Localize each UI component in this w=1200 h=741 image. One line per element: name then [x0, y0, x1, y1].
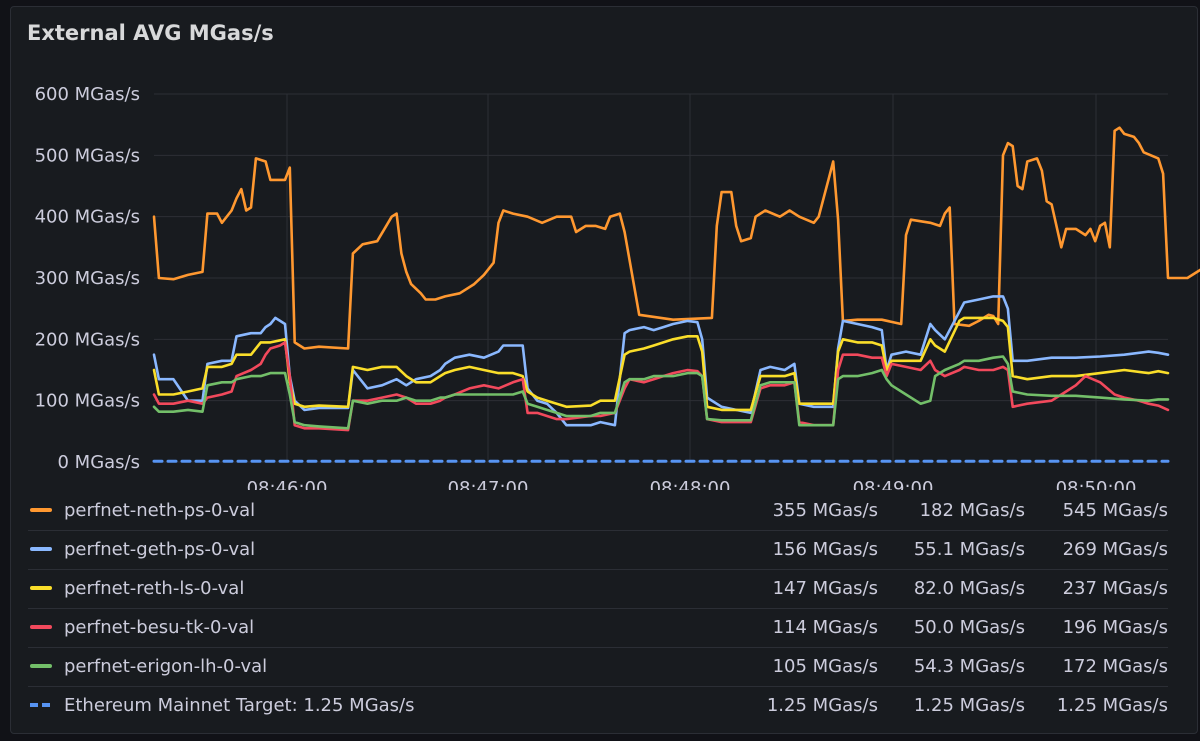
legend-mean-value: 1.25 MGas/s [766, 695, 878, 716]
legend-row[interactable]: perfnet-reth-ls-0-val 147 MGas/s 82.0 MGas… [28, 570, 1168, 609]
legend-swatch [30, 508, 52, 512]
legend-series-name: perfnet-besu-tk-0-val [64, 617, 255, 638]
legend-series-name: perfnet-erigon-lh-0-val [64, 656, 268, 677]
y-tick-label: 200 MGas/s [35, 329, 140, 350]
legend-max-value: 269 MGas/s [1062, 539, 1168, 560]
legend-swatch [30, 703, 52, 707]
legend-row[interactable]: perfnet-neth-ps-0-val 355 MGas/s 182 MGas/… [28, 492, 1168, 531]
legend-mean-value: 105 MGas/s [772, 656, 878, 677]
legend-series-name: perfnet-reth-ls-0-val [64, 578, 245, 599]
legend-max-value: 545 MGas/s [1062, 500, 1168, 521]
legend-swatch [30, 625, 52, 629]
legend-series-name: perfnet-geth-ps-0-val [64, 539, 256, 560]
legend-mean-value: 114 MGas/s [772, 617, 878, 638]
legend-max-value: 196 MGas/s [1062, 617, 1168, 638]
legend-max-value: 172 MGas/s [1062, 656, 1168, 677]
x-tick-label: 08:48:00 [650, 478, 731, 490]
legend-min-value: 182 MGas/s [919, 500, 1025, 521]
x-tick-label: 08:46:00 [247, 478, 328, 490]
legend-max-value: 237 MGas/s [1062, 578, 1168, 599]
legend: perfnet-neth-ps-0-val 355 MGas/s 182 MGas/… [28, 492, 1168, 726]
series-line-0[interactable] [152, 126, 1200, 350]
legend-swatch [30, 586, 52, 590]
y-tick-label: 300 MGas/s [35, 268, 140, 289]
legend-row[interactable]: perfnet-erigon-lh-0-val 105 MGas/s 54.3 MG… [28, 648, 1168, 687]
x-tick-label: 08:49:00 [853, 478, 934, 490]
legend-min-value: 1.25 MGas/s [913, 695, 1025, 716]
series-line-2[interactable] [152, 316, 1170, 412]
legend-series-name: Ethereum Mainnet Target: 1.25 MGas/s [64, 695, 415, 716]
legend-min-value: 55.1 MGas/s [913, 539, 1025, 560]
series-line-4[interactable] [152, 355, 1170, 430]
legend-mean-value: 156 MGas/s [772, 539, 878, 560]
legend-min-value: 54.3 MGas/s [913, 656, 1025, 677]
x-tick-label: 08:50:00 [1056, 478, 1137, 490]
legend-min-value: 50.0 MGas/s [913, 617, 1025, 638]
legend-row[interactable]: Ethereum Mainnet Target: 1.25 MGas/s 1.25… [28, 687, 1168, 726]
legend-min-value: 82.0 MGas/s [913, 578, 1025, 599]
legend-mean-value: 355 MGas/s [772, 500, 878, 521]
line-chart: 0 MGas/s 100 MGas/s 200 MGas/s 300 MGas/s 40… [35, 84, 1200, 490]
legend-mean-value: 147 MGas/s [772, 578, 878, 599]
series-line-1[interactable] [152, 295, 1170, 427]
y-tick-label: 100 MGas/s [35, 391, 140, 412]
y-tick-label: 600 MGas/s [35, 84, 140, 105]
legend-row[interactable]: perfnet-besu-tk-0-val 114 MGas/s 50.0 MGas… [28, 609, 1168, 648]
y-tick-label: 0 MGas/s [57, 452, 140, 473]
legend-series-name: perfnet-neth-ps-0-val [64, 500, 256, 521]
series-line-3[interactable] [152, 341, 1170, 432]
y-tick-label: 400 MGas/s [35, 207, 140, 228]
x-tick-label: 08:47:00 [448, 478, 529, 490]
legend-swatch [30, 547, 52, 551]
legend-max-value: 1.25 MGas/s [1056, 695, 1168, 716]
y-tick-label: 500 MGas/s [35, 145, 140, 166]
legend-row[interactable]: perfnet-geth-ps-0-val 156 MGas/s 55.1 MGas… [28, 531, 1168, 570]
panel-title[interactable]: External AVG MGas/s [27, 21, 274, 45]
legend-swatch [30, 664, 52, 668]
